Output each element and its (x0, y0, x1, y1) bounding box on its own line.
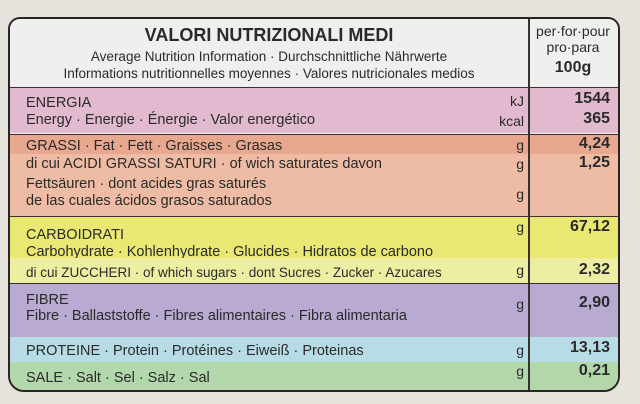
energy-label-translations: Energy · Energie · Énergie · Valor energ… (26, 112, 316, 128)
carbs-value: 67,12 (569, 218, 610, 235)
protein-unit: g (516, 342, 524, 358)
energy-value-kcal: 365 (583, 110, 610, 127)
saturates-label: di cui ACIDI GRASSI SATURI · of wich sat… (26, 156, 382, 172)
saturates-unit: g (516, 156, 524, 172)
carbs-row: CARBOIDRATI Carbohydrate · Kohlenhydrate… (10, 216, 618, 260)
fat-unit: g (516, 137, 524, 153)
saturates-row: di cui ACIDI GRASSI SATURI · of wich sat… (10, 154, 618, 216)
protein-value: 13,13 (569, 339, 610, 356)
sugars-unit: g (516, 262, 524, 278)
subtitle-line-2: Informations nutritionnelles moyennes · … (63, 66, 475, 81)
energy-row: ENERGIA Energy · Energie · Énergie · Val… (10, 87, 618, 133)
sugars-label: di cui ZUCCHERI · of which sugars · dont… (26, 265, 442, 280)
protein-row: PROTEINE · Protein · Protéines · Eiweiß … (10, 337, 618, 362)
fibre-unit: g (516, 296, 524, 312)
saturates-label-3: de las cuales ácidos grasos saturados (26, 193, 272, 209)
fat-row: GRASSI · Fat · Fett · Graisses · Grasas … (10, 134, 618, 155)
salt-label: SALE · Salt · Sel · Salz · Sal (26, 370, 210, 386)
header-row: VALORI NUTRIZIONALI MEDI Average Nutriti… (10, 19, 618, 87)
fibre-row: FIBRE Fibre · Ballaststoffe · Fibres ali… (10, 283, 618, 338)
fibre-label-translations: Fibre · Ballaststoffe · Fibres alimentai… (26, 308, 407, 324)
table-title: VALORI NUTRIZIONALI MEDI (144, 25, 394, 45)
column-divider (528, 19, 530, 390)
sugars-value: 2,32 (578, 261, 610, 278)
salt-value: 0,21 (578, 362, 610, 379)
carbs-label: CARBOIDRATI (26, 227, 125, 243)
energy-label: ENERGIA (26, 95, 92, 111)
sugars-row: di cui ZUCCHERI · of which sugars · dont… (10, 258, 618, 283)
protein-label: PROTEINE · Protein · Protéines · Eiweiß … (26, 343, 364, 359)
fat-label: GRASSI · Fat · Fett · Graisses · Grasas (26, 138, 283, 154)
energy-unit-kj: kJ (510, 93, 524, 109)
salt-row: SALE · Salt · Sel · Salz · Sal g 0,21 (10, 362, 618, 390)
saturates-value: 1,25 (578, 154, 610, 171)
carbs-label-translations: Carbohydrate · Kohlenhydrate · Glucides … (26, 244, 434, 260)
energy-value-kj: 1544 (574, 90, 610, 107)
saturates-unit-2: g (516, 186, 524, 202)
saturates-label-2: Fettsäuren · dont acides gras saturés (26, 176, 267, 192)
salt-unit: g (516, 363, 524, 379)
fibre-value: 2,90 (578, 294, 610, 311)
per-amount: 100g (554, 59, 592, 76)
energy-unit-kcal: kcal (499, 113, 524, 129)
per-label-2: pro·para (546, 39, 600, 55)
nutrition-table: VALORI NUTRIZIONALI MEDI Average Nutriti… (8, 17, 620, 392)
carbs-unit: g (516, 219, 524, 235)
subtitle-line-1: Average Nutrition Information · Durchsch… (90, 49, 448, 64)
fat-value: 4,24 (578, 135, 610, 152)
per-label-1: per·for·pour (536, 23, 610, 39)
fibre-label: FIBRE (26, 292, 69, 308)
